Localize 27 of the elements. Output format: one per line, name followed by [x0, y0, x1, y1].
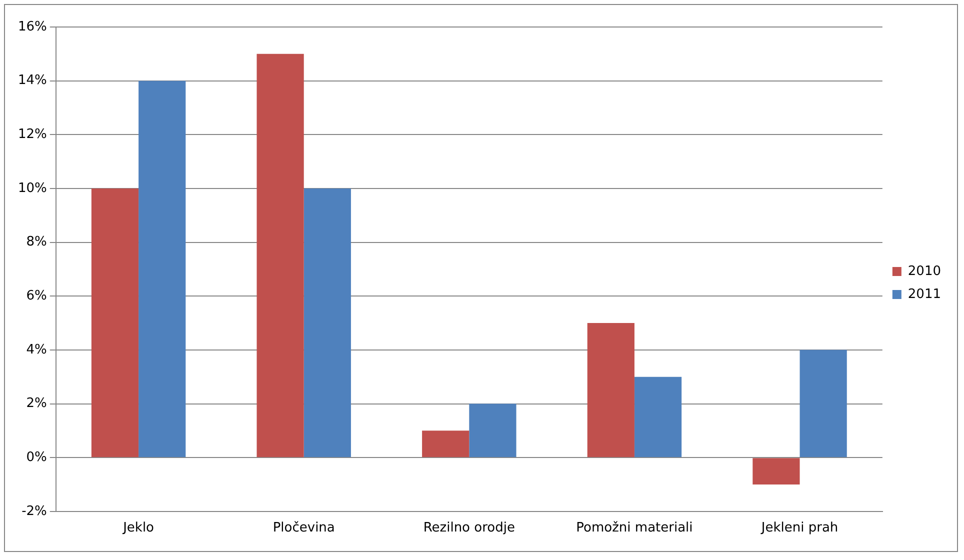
y-tick-label: 16%	[18, 19, 47, 34]
x-tick-label: Rezilno orodje	[423, 520, 515, 536]
bar	[138, 80, 186, 458]
bar	[587, 323, 634, 458]
y-tick-label: 4%	[26, 342, 47, 358]
y-tick-label: 0%	[26, 450, 47, 465]
y-tick-label: 2%	[26, 396, 47, 412]
legend-label: 2011	[908, 286, 942, 302]
x-tick-label: Jekleni prah	[760, 520, 838, 536]
bar	[304, 188, 351, 458]
bar	[752, 458, 800, 484]
bar	[634, 376, 682, 458]
y-tick-label: 12%	[18, 127, 47, 142]
x-tick-label: Pomožni materiali	[576, 520, 693, 536]
legend-label: 2010	[908, 264, 942, 279]
bar	[91, 188, 139, 458]
y-tick-label: 8%	[26, 234, 47, 250]
y-tick-label: 6%	[26, 288, 47, 304]
y-tick-label: 14%	[18, 73, 47, 88]
x-tick-label: Jeklo	[122, 520, 154, 536]
y-tick-label: 10%	[18, 180, 47, 196]
bar	[469, 404, 516, 458]
bar	[422, 430, 470, 458]
bar	[800, 350, 847, 458]
bar	[256, 54, 304, 458]
x-tick-label: Pločevina	[272, 520, 335, 536]
y-tick-label: -2%	[22, 504, 47, 519]
